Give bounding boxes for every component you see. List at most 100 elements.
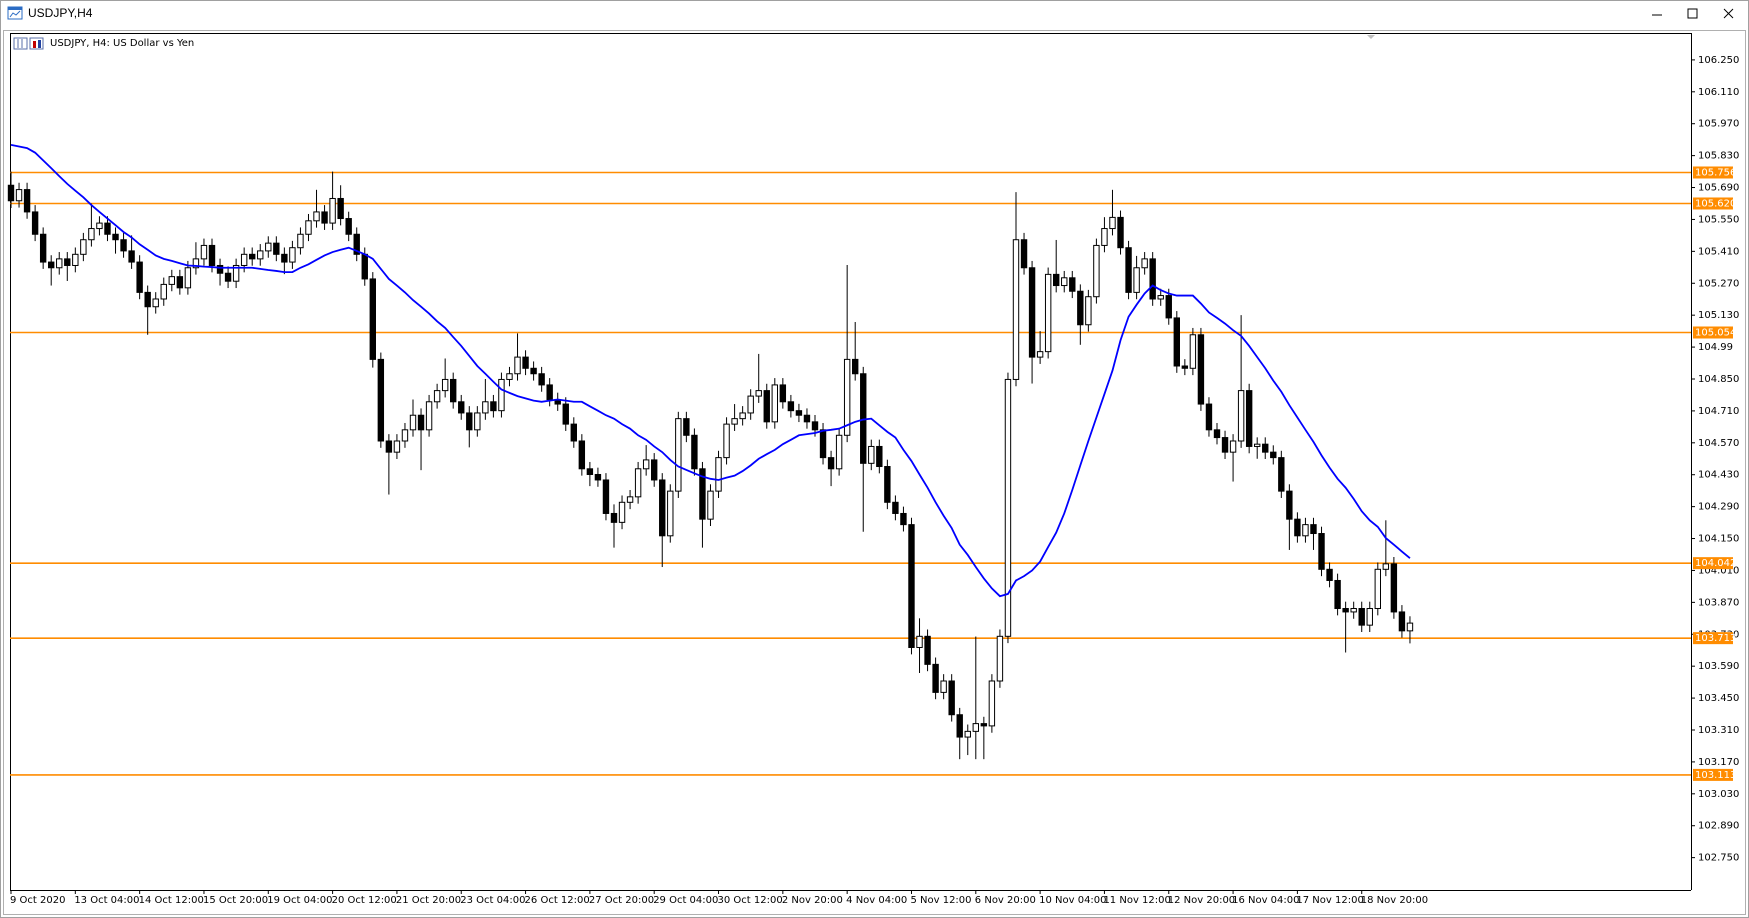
minimize-button[interactable] (1640, 2, 1672, 28)
candle-body (618, 501, 626, 523)
candle-body (7, 184, 15, 202)
candle-body (1205, 403, 1213, 431)
candle-body (450, 378, 457, 403)
candle-body (1197, 334, 1205, 405)
y-tick-label: 105.690 (1698, 183, 1739, 194)
y-tick-label: 104.290 (1698, 502, 1739, 513)
candle-body (120, 239, 127, 252)
level-label: 104.042 (1695, 558, 1736, 569)
candle-body (240, 253, 248, 266)
candle-body (1181, 365, 1189, 369)
candle-body (876, 445, 883, 468)
candle-body (39, 233, 47, 263)
candle-body (651, 459, 658, 481)
candle-body (892, 501, 899, 514)
y-tick-label: 106.250 (1698, 55, 1739, 66)
level-label-box (1693, 166, 1733, 179)
candle-body (1390, 563, 1398, 613)
candle-body (1334, 579, 1341, 610)
chart-area (3, 30, 1746, 915)
level-label: 105.620 (1695, 198, 1736, 209)
candle-body (393, 440, 401, 453)
candle-body (56, 258, 63, 269)
candle-body (200, 244, 208, 260)
candle-body (819, 429, 827, 459)
candle-body (232, 264, 240, 282)
candle-body (313, 211, 320, 222)
candle-body (546, 384, 553, 401)
candle-body (771, 384, 778, 423)
candle-body (144, 291, 151, 308)
chart-title: USDJPY, H4: US Dollar vs Yen (50, 38, 194, 49)
candle-body (827, 457, 835, 470)
candle-body (289, 247, 296, 263)
candle-body (852, 358, 859, 375)
candle-body (1093, 244, 1100, 298)
candle-body (1270, 451, 1277, 459)
candle-body (337, 197, 344, 220)
candle-body (1358, 608, 1365, 626)
candle-body (1117, 216, 1124, 249)
candle-body (1109, 216, 1116, 230)
candle-body (112, 233, 119, 241)
candle-body (731, 418, 738, 425)
close-button[interactable] (1712, 2, 1746, 28)
candle-body (1326, 568, 1333, 581)
candle-body (1085, 296, 1092, 326)
candle-body (1221, 437, 1229, 453)
candle-body (482, 401, 489, 414)
maximize-button[interactable] (1676, 2, 1708, 28)
candle-body (23, 189, 31, 213)
level-label-box (1693, 326, 1733, 339)
candle-body (1149, 258, 1156, 300)
y-tick-label: 103.030 (1698, 789, 1739, 800)
candle-body (506, 373, 513, 380)
candle-body (562, 403, 569, 425)
candle-body (1020, 239, 1028, 269)
candle-body (1302, 524, 1309, 537)
x-tick-label: 16 Nov 04:00 (1232, 895, 1299, 906)
x-tick-label: 15 Oct 20:00 (203, 895, 268, 906)
candle-body (1245, 390, 1253, 447)
level-label-box (1693, 768, 1733, 781)
candle-body (305, 220, 312, 235)
candle-body (1318, 533, 1325, 570)
candle-body (948, 680, 955, 716)
x-tick-label: 4 Nov 04:00 (846, 895, 907, 906)
x-tick-label: 29 Oct 04:00 (653, 895, 718, 906)
candle-body (916, 635, 923, 648)
candle-body (160, 283, 167, 300)
candle-body (900, 512, 907, 526)
candle-body (1125, 247, 1132, 293)
y-tick-label: 105.130 (1698, 310, 1739, 321)
y-tick-label: 105.830 (1698, 151, 1739, 162)
candle-body (1133, 267, 1140, 293)
candle-body (988, 680, 996, 727)
candle-body (345, 218, 352, 235)
y-tick-label: 103.170 (1698, 757, 1739, 768)
x-tick-label: 13 Oct 04:00 (74, 895, 139, 906)
y-tick-label: 104.570 (1698, 438, 1739, 449)
candle-body (441, 378, 449, 392)
candle-body (224, 272, 232, 282)
window-icon (7, 6, 23, 20)
candle-body (88, 228, 95, 241)
candle-body (522, 356, 529, 369)
candle-body (659, 479, 666, 537)
candle-body (1189, 334, 1197, 369)
level-label-box (1693, 632, 1733, 645)
x-tick-label: 5 Nov 12:00 (910, 895, 971, 906)
candle-body (594, 473, 602, 481)
candle-body (1213, 429, 1221, 439)
candle-body (176, 276, 184, 289)
candle-body (972, 723, 979, 732)
x-tick-label: 18 Nov 20:00 (1361, 895, 1428, 906)
candle-body (1310, 524, 1317, 535)
candle-body (642, 459, 650, 470)
x-tick-label: 12 Nov 20:00 (1168, 895, 1235, 906)
candle-body (273, 242, 280, 255)
candle-body (265, 242, 272, 252)
candle-body (433, 390, 441, 403)
candle-body (1012, 239, 1020, 380)
